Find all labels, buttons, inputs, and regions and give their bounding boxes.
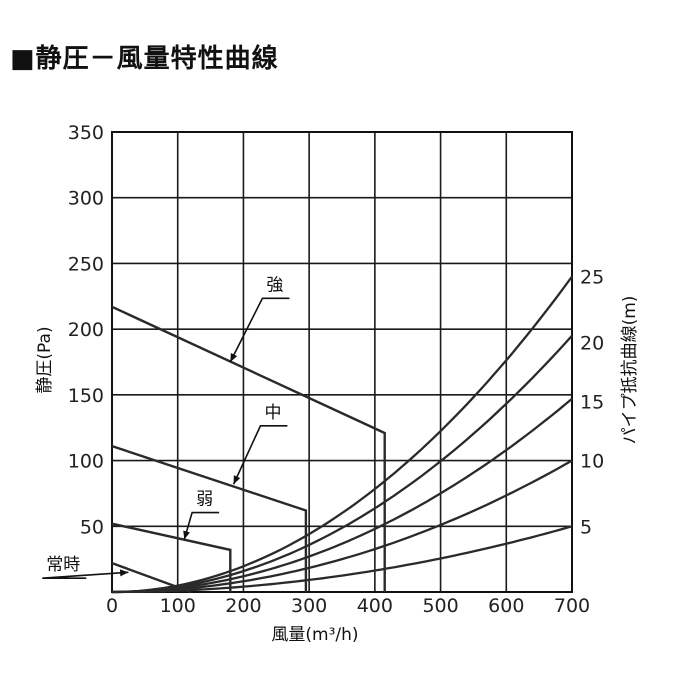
series-line-0 [111,305,386,592]
series-line-3 [111,561,192,594]
x-tick-label: 700 [554,595,590,617]
arrowhead [230,353,238,362]
y2-tick-label: 20 [580,332,604,354]
labels: 0 100 200 300 400 500 600 700 350 300 250 200 150 100… [42,122,604,617]
y2-axis-label: パイプ抵抗曲線(m) [620,296,640,445]
series-label: 弱 [196,490,213,510]
y2-tick-label: 10 [580,451,604,473]
y-tick-label: 100 [68,451,104,473]
y-tick-label: 350 [68,122,104,144]
x-tick-label: 400 [357,595,393,617]
pipe-curve-10m [112,459,573,594]
y-tick-label: 150 [68,385,104,407]
series-line-2 [111,522,232,592]
x-tick-label: 200 [225,595,261,617]
y-tick-label: 250 [68,253,104,275]
y-axis-label: 静圧(Pa) [35,326,55,393]
arrowhead [119,569,129,577]
series-line-1 [111,444,308,592]
arrowhead [183,530,190,540]
chart-title: ■静圧－風量特性曲線 [10,44,279,74]
grid [111,131,573,593]
x-axis-label: 風量(m³/h) [271,625,358,645]
leader-line [229,297,290,363]
fan-curves [111,305,386,594]
y-tick-label: 300 [68,188,104,210]
leader-line [42,571,129,580]
x-tick-label: 600 [488,595,524,617]
y2-tick-label: 25 [580,267,604,289]
y2-tick-label: 5 [580,516,592,538]
x-tick-label: 300 [291,595,327,617]
x-tick-label: 0 [106,595,118,617]
arrowhead [233,475,241,485]
y-tick-label: 200 [68,319,104,341]
leader-line [183,511,220,540]
series-label: 常時 [46,555,80,575]
pipe-curve-15m [112,397,573,594]
leader-line [232,424,288,485]
y-tick-label: 50 [80,516,104,538]
series-label: 強 [266,275,283,295]
pipe-curve-25m [111,275,573,594]
pipe-resistance-curves [111,275,573,594]
pipe-curve-20m [111,334,573,594]
series-label: 中 [264,403,281,423]
x-tick-label: 100 [160,595,196,617]
plot-frame [111,131,573,593]
x-tick-label: 500 [422,595,458,617]
y2-tick-label: 15 [580,391,604,413]
